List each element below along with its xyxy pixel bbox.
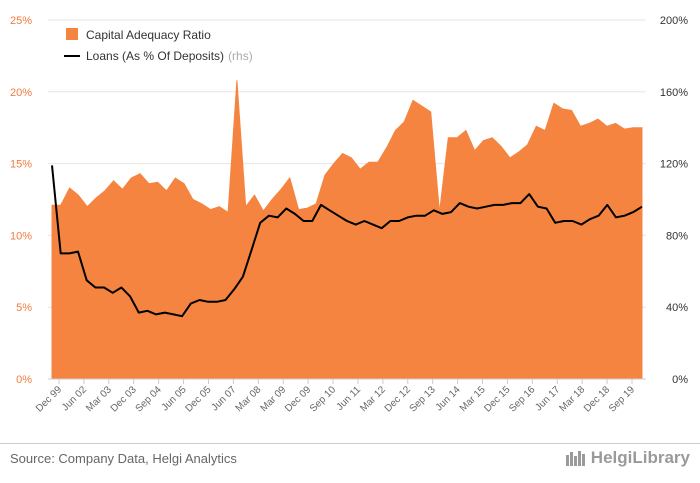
x-axis-tick-label: Dec 18: [582, 384, 612, 414]
brand-name: HelgiLibrary: [590, 448, 690, 467]
x-axis-tick-label: Mar 15: [458, 384, 488, 414]
x-axis-tick-label: Sep 13: [408, 384, 438, 414]
x-axis-tick-label: Mar 12: [358, 384, 388, 414]
x-axis-tick-label: Sep 16: [507, 384, 537, 414]
x-axis-tick-label: Dec 99: [34, 384, 64, 414]
left-axis-tick-label: 5%: [16, 302, 32, 314]
x-axis-tick-label: Mar 18: [558, 384, 588, 414]
legend-label-capital-adequacy: Capital Adequacy Ratio: [86, 28, 211, 42]
source-note: Source: Company Data, Helgi Analytics: [10, 451, 237, 466]
right-axis-tick-label: 120%: [660, 159, 688, 171]
left-axis-tick-label: 10%: [10, 230, 32, 242]
library-icon: [565, 451, 585, 466]
chart: 0% 5% 10% 15% 20% 25% 0% 40% 80% 120% 160% 200% De…: [10, 15, 688, 415]
x-axis-tick-label: Mar 08: [234, 384, 264, 414]
x-axis-tick-label: Dec 12: [383, 384, 413, 414]
x-axis-tick-label: Sep 19: [607, 384, 637, 414]
legend-label-loans: Loans (As % Of Deposits) (rhs): [86, 49, 253, 63]
legend-swatch-capital-adequacy: [66, 28, 78, 40]
right-axis-tick-label: 160%: [660, 87, 688, 99]
x-axis-tick-label: Dec 05: [183, 384, 213, 414]
brand-logo[interactable]: HelgiLibrary: [565, 448, 690, 468]
left-axis-ticks: 0% 5% 10% 15% 20% 25%: [10, 15, 32, 386]
x-axis-tick-label: Dec 09: [283, 384, 313, 414]
footer-divider: [0, 443, 700, 444]
x-axis-tick-label: Mar 09: [259, 384, 289, 414]
x-axis-tick-label: Jun 02: [60, 384, 89, 413]
x-axis-tick-label: Sep 04: [134, 384, 164, 414]
left-axis-tick-label: 25%: [10, 15, 32, 27]
legend: Capital Adequacy Ratio Loans (As % Of De…: [64, 28, 253, 63]
x-axis-tick-label: Jun 17: [533, 384, 562, 413]
right-axis-tick-label: 200%: [660, 15, 688, 27]
capital-adequacy-area: [51, 80, 643, 380]
x-axis-tick-label: Jun 14: [434, 384, 463, 413]
x-axis-tick-label: Sep 10: [308, 384, 338, 414]
x-axis-tick-label: Jun 07: [209, 384, 238, 413]
left-axis-tick-label: 20%: [10, 87, 32, 99]
right-axis-tick-label: 40%: [666, 302, 688, 314]
x-axis-tick-label: Dec 03: [109, 384, 139, 414]
right-axis-ticks: 0% 40% 80% 120% 160% 200%: [660, 15, 688, 386]
x-axis-tick-label: Dec 15: [482, 384, 512, 414]
left-axis-tick-label: 0%: [16, 374, 32, 386]
left-axis-tick-label: 15%: [10, 159, 32, 171]
right-axis-tick-label: 80%: [666, 230, 688, 242]
right-axis-tick-label: 0%: [672, 374, 688, 386]
x-axis-tick-label: Mar 03: [84, 384, 114, 414]
loans-to-deposits-line: [51, 165, 643, 318]
